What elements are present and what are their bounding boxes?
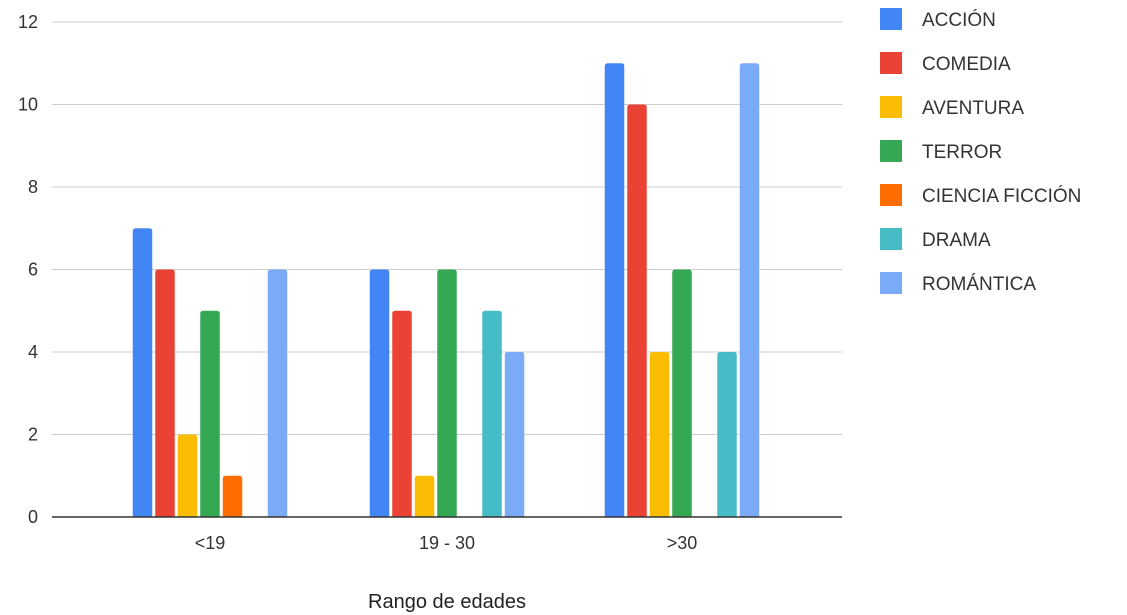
bar: [504, 352, 525, 517]
bar: [155, 269, 175, 517]
bar: [672, 269, 692, 517]
x-axis-ticks: <19 19 - 30 >30: [195, 533, 698, 553]
y-tick-label: 2: [28, 425, 38, 445]
legend-swatch: [880, 184, 902, 206]
legend-label: CIENCIA FICCIÓN: [922, 185, 1081, 207]
x-axis-title: Rango de edades: [368, 591, 526, 613]
legend-label: ROMÁNTICA: [922, 274, 1036, 295]
bar: [414, 475, 435, 517]
bar: [392, 310, 412, 517]
y-tick-label: 10: [18, 95, 38, 115]
bar: [437, 269, 457, 517]
legend-label: DRAMA: [922, 230, 991, 251]
bar: [267, 269, 288, 517]
legend-label: COMEDIA: [922, 54, 1011, 75]
legend-swatch: [880, 140, 902, 162]
bar: [177, 434, 198, 517]
x-tick-label: >30: [667, 533, 698, 553]
bar: [739, 63, 760, 517]
legend-swatch: [880, 228, 902, 250]
y-tick-label: 8: [28, 177, 38, 197]
bar: [222, 475, 243, 517]
x-tick-label: 19 - 30: [419, 533, 475, 553]
legend: ACCIÓN COMEDIA AVENTURA TERROR CIENCIA FICCI…: [880, 8, 1081, 295]
y-axis-ticks: 0 2 4 6 8 10 12: [18, 12, 38, 527]
legend-label: ACCIÓN: [922, 9, 996, 31]
bars: [132, 63, 760, 517]
bar: [482, 310, 502, 517]
legend-label: AVENTURA: [922, 98, 1024, 119]
bar: [604, 63, 625, 517]
legend-swatch: [880, 96, 902, 118]
y-tick-label: 12: [18, 12, 38, 32]
y-tick-label: 6: [28, 260, 38, 280]
bar: [627, 104, 647, 517]
legend-label: TERROR: [922, 142, 1002, 163]
x-tick-label: <19: [195, 533, 226, 553]
legend-swatch: [880, 52, 902, 74]
legend-swatch: [880, 272, 902, 294]
bar: [717, 352, 737, 517]
y-tick-label: 0: [28, 507, 38, 527]
bar: [369, 269, 390, 517]
y-tick-label: 4: [28, 342, 38, 362]
bar: [200, 310, 220, 517]
bar: [132, 228, 153, 517]
legend-swatch: [880, 8, 902, 30]
bar: [649, 352, 670, 517]
